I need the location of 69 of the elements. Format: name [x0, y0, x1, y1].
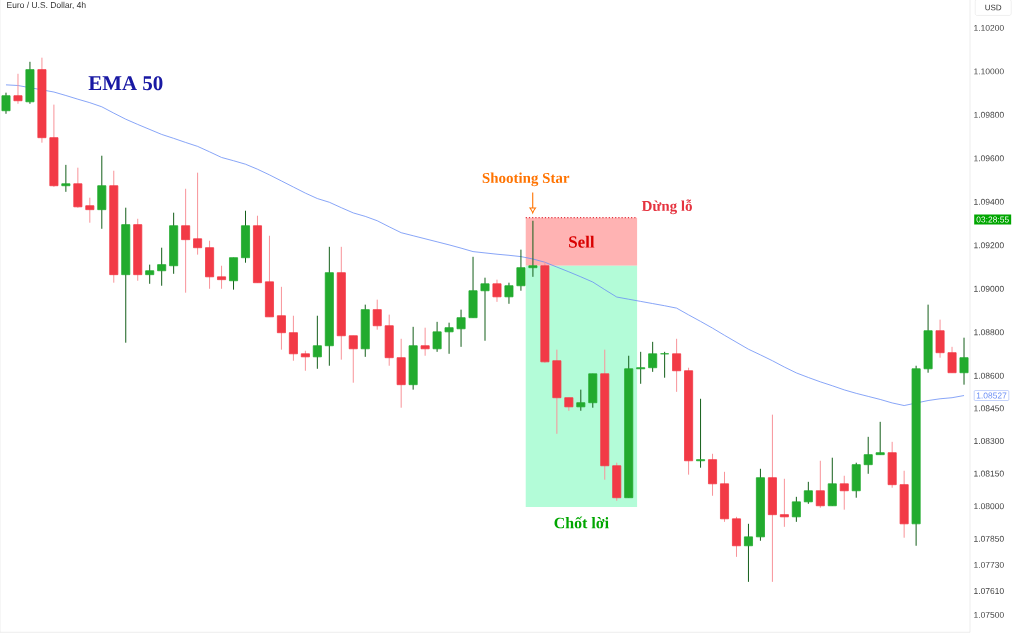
y-tick-label: 1.08300 — [974, 437, 1004, 444]
candlestick — [947, 346, 957, 374]
y-tick-label: 1.10000 — [974, 68, 1004, 75]
candlestick — [779, 478, 789, 528]
candlestick — [61, 164, 71, 193]
candlestick — [145, 264, 155, 285]
candlestick — [217, 265, 227, 290]
candlestick — [372, 299, 382, 331]
candlestick — [504, 282, 514, 305]
y-tick-label: 1.08450 — [974, 405, 1004, 412]
candlestick — [492, 279, 502, 303]
candlestick — [432, 321, 442, 353]
text: 03:28:55 — [976, 216, 1009, 223]
candlestick — [420, 327, 430, 357]
candlestick — [863, 436, 873, 475]
y-tick-label: 1.08000 — [974, 503, 1004, 510]
y-tick-label: 1.08600 — [974, 372, 1004, 379]
candlestick — [193, 172, 203, 256]
candlestick — [576, 389, 586, 412]
y-tick-label: 1.07850 — [974, 535, 1004, 542]
candlestick — [803, 481, 813, 505]
series-label: EMA 50 — [88, 76, 163, 91]
candlestick — [791, 496, 801, 523]
y-tick-label: 1.07730 — [974, 561, 1004, 568]
candlestick — [935, 319, 945, 359]
candlestick — [444, 322, 454, 355]
y-tick-label: 1.09000 — [974, 285, 1004, 292]
candlestick — [456, 309, 466, 348]
candlestick — [288, 315, 298, 362]
candlestick — [839, 475, 849, 511]
candlestick — [97, 155, 107, 230]
candlestick — [73, 167, 83, 209]
candlestick — [815, 460, 825, 509]
candlestick — [959, 337, 969, 386]
candlestick — [85, 197, 95, 224]
y-tick-label: 1.09400 — [974, 198, 1004, 205]
candlestick — [480, 277, 490, 342]
y-tick-label: 1.10200 — [974, 24, 1004, 31]
candlestick — [181, 188, 191, 294]
band-label: Sell — [569, 235, 595, 248]
y-tick-label: 1.08150 — [974, 470, 1004, 477]
candlestick — [229, 257, 238, 291]
candlestick — [672, 338, 682, 393]
candlestick — [743, 523, 753, 583]
candlestick — [875, 421, 885, 456]
candlestick — [13, 73, 23, 105]
candlestick — [157, 247, 167, 287]
text: Euro / U.S. Dollar, 4h — [7, 1, 86, 10]
candlestick — [696, 398, 706, 469]
candlestick — [827, 457, 837, 507]
y-tick-label: 1.09200 — [974, 242, 1004, 249]
candlestick — [348, 335, 358, 384]
y-tick-label: 1.07500 — [974, 611, 1004, 618]
candlestick — [636, 351, 646, 385]
candlestick — [516, 249, 526, 292]
candlestick — [276, 286, 286, 351]
y-tick-label: 1.07610 — [974, 587, 1004, 594]
y-tick-label: 1.09800 — [974, 111, 1004, 118]
ref-line-label: Dừng lỗ — [641, 199, 692, 215]
candlestick — [648, 341, 658, 373]
annotation: Shooting Star — [482, 172, 570, 187]
candlestick — [528, 220, 538, 278]
y-tick-label: 1.09600 — [974, 155, 1004, 162]
candlestick — [312, 315, 322, 370]
text: 1.08527 — [976, 392, 1007, 399]
band-label: Chốt lời — [554, 516, 609, 529]
candlestick — [300, 350, 310, 372]
y-tick-label: 1.08800 — [974, 329, 1004, 336]
candlestick — [1, 92, 11, 115]
